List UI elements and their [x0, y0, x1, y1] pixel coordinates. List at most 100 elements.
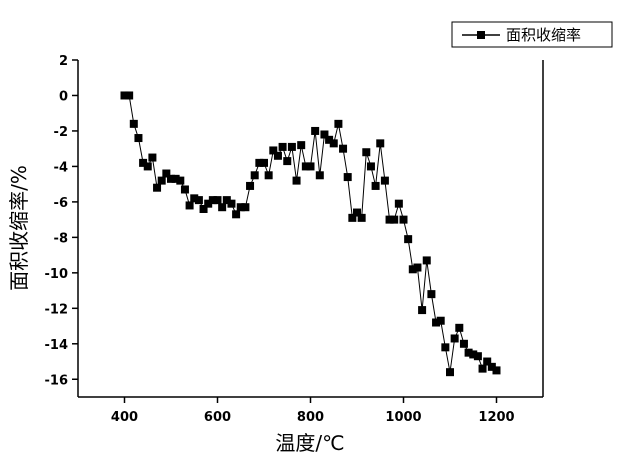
marker [357, 213, 366, 222]
marker [171, 174, 180, 183]
marker [283, 157, 292, 166]
marker [408, 265, 417, 274]
marker [427, 290, 436, 299]
marker [422, 256, 431, 265]
y-tick-label: -14 [45, 338, 69, 353]
marker [446, 368, 454, 377]
marker [260, 158, 268, 167]
marker [180, 185, 189, 194]
x-tick-label: 1200 [478, 410, 514, 425]
marker [343, 173, 352, 182]
marker [129, 119, 138, 128]
marker [246, 181, 255, 190]
marker [473, 352, 482, 361]
y-tick-label: -8 [54, 231, 68, 246]
marker [297, 141, 306, 150]
marker [455, 323, 464, 332]
marker [236, 203, 245, 212]
marker [153, 183, 162, 192]
marker [371, 181, 380, 190]
marker [478, 364, 487, 373]
marker [190, 194, 199, 203]
y-tick-label: 2 [59, 54, 68, 69]
y-tick-label: -2 [54, 125, 68, 140]
marker [394, 199, 403, 208]
legend-marker [477, 31, 485, 39]
marker [125, 91, 134, 100]
y-tick-label: -6 [54, 196, 68, 211]
marker [483, 357, 492, 366]
marker [469, 350, 478, 359]
marker [399, 215, 408, 224]
marker [301, 162, 310, 171]
x-axis-title: 温度/℃ [275, 431, 344, 455]
marker [413, 263, 422, 272]
marker [148, 153, 157, 162]
line [124, 94, 497, 373]
marker [204, 199, 213, 208]
marker [450, 334, 459, 343]
marker [194, 196, 203, 205]
marker [278, 142, 287, 151]
marker [329, 139, 338, 148]
marker [320, 130, 329, 139]
marker [213, 196, 222, 205]
marker [464, 348, 473, 357]
marker [139, 158, 148, 167]
marker [432, 318, 441, 327]
marker [232, 210, 241, 219]
marker [348, 213, 357, 222]
marker [441, 343, 450, 352]
marker [287, 142, 296, 151]
marker [385, 215, 394, 224]
marker [459, 339, 468, 348]
marker [273, 151, 282, 160]
marker [376, 139, 385, 148]
x-tick-label: 1000 [385, 410, 421, 425]
marker [222, 196, 231, 205]
marker [418, 306, 427, 315]
marker [199, 204, 208, 213]
marker [134, 134, 143, 143]
legend-label: 面积收缩率 [506, 26, 581, 44]
marker [292, 176, 301, 185]
marker [250, 171, 259, 180]
x-tick-label: 800 [297, 410, 324, 425]
marker [143, 162, 152, 171]
x-tick-label: 400 [111, 410, 138, 425]
y-axis-title: 面积收缩率/% [7, 165, 31, 291]
marker [269, 146, 278, 155]
marker [241, 203, 250, 212]
marker [227, 199, 236, 208]
marker [162, 169, 171, 178]
marker [492, 366, 501, 375]
marker [120, 91, 129, 100]
marker [306, 162, 315, 171]
marker [339, 144, 348, 153]
marker [218, 203, 227, 212]
y-tick-label: -12 [45, 302, 69, 317]
marker [176, 176, 185, 185]
marker [436, 316, 445, 325]
marker [380, 176, 389, 185]
y-tick-label: -4 [54, 160, 68, 175]
marker [334, 119, 343, 128]
marker [208, 196, 217, 205]
marker [167, 174, 175, 183]
marker [353, 208, 361, 217]
marker [366, 162, 375, 171]
marker [487, 362, 496, 371]
marker [362, 148, 371, 157]
marker [404, 235, 413, 244]
x-tick-label: 600 [204, 410, 231, 425]
marker [255, 158, 264, 167]
marker [390, 215, 399, 224]
marker [264, 171, 273, 180]
marker [325, 135, 334, 144]
y-tick-label: -16 [45, 373, 69, 388]
marker [315, 171, 324, 180]
marker [185, 201, 194, 210]
marker [311, 126, 320, 135]
marker [157, 176, 166, 185]
